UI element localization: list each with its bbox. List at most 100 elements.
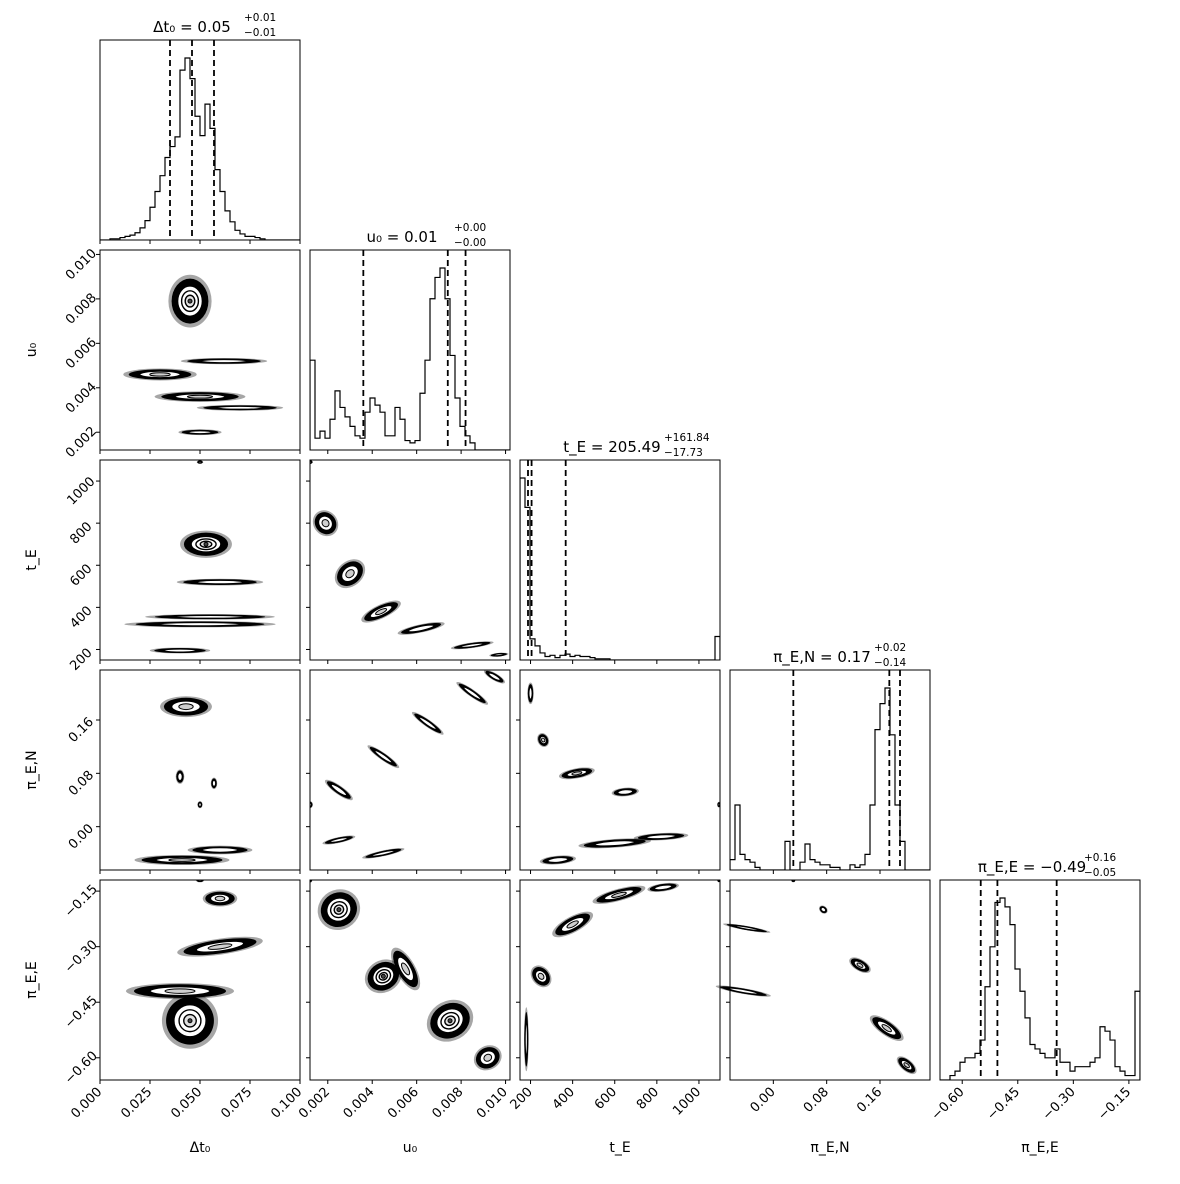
contour-outer	[211, 779, 217, 788]
hist-title-piEE: π_E,E = −0.49	[978, 858, 1086, 877]
contour-inner	[345, 569, 355, 579]
y-tick-label-piEE: −0.60	[62, 1049, 101, 1088]
contour-peak	[187, 298, 193, 304]
contour-outer	[492, 652, 505, 657]
x-tick-label-piEE: −0.15	[1095, 1085, 1134, 1124]
x-tick-label-u0: 0.010	[474, 1085, 511, 1122]
title-lower-dt0: −0.01	[244, 27, 276, 39]
contour-inner	[178, 703, 194, 711]
contour-inner	[214, 895, 226, 902]
x-tick-label-dt0: 0.025	[118, 1085, 155, 1122]
x-tick-label-piEE: −0.60	[929, 1085, 968, 1124]
panel-frame	[309, 879, 511, 1081]
title-upper-u0: +0.00	[454, 222, 486, 234]
contour-outer	[617, 788, 634, 796]
y-axis-label-u0: u₀	[24, 342, 40, 357]
y-tick-label-piEN: 0.08	[66, 768, 97, 799]
hist-panel-piEN: π_E,N = 0.17 +0.02 −0.14	[729, 642, 931, 871]
contour-peak	[203, 541, 209, 547]
x-tick-label-tE: 1000	[670, 1085, 704, 1119]
hist-title-tE: t_E = 205.49	[563, 438, 660, 457]
contour-outer	[157, 621, 243, 627]
contour-outer	[370, 849, 396, 857]
contour-outer	[176, 771, 184, 782]
contour-inner	[375, 608, 388, 616]
panel-frame	[99, 879, 301, 1081]
x-axis-label-piEN: π_E,N	[810, 1140, 849, 1156]
hist-panel-tE: t_E = 205.49 +161.84 −17.73	[519, 432, 721, 661]
contour-outer	[173, 614, 247, 620]
contour-middle	[329, 900, 348, 919]
contour-outer	[524, 1020, 529, 1058]
title-lower-u0: −0.00	[454, 237, 486, 249]
contour-middle	[195, 538, 217, 551]
x-tick-label-u0: 0.008	[429, 1085, 466, 1122]
hist-panel-dt0: Δt₀ = 0.05 +0.01 −0.01	[99, 12, 301, 241]
panel-frame	[309, 459, 511, 661]
title-upper-piEN: +0.02	[874, 642, 906, 654]
y-tick-label-u0: 0.002	[63, 424, 100, 461]
density-panel-piEE-vs-dt0	[99, 879, 301, 1081]
hist-title-u0: u₀ = 0.01	[366, 228, 437, 246]
contour-outer	[195, 579, 245, 585]
contour-middle	[375, 969, 392, 984]
title-lower-tE: −17.73	[664, 447, 703, 459]
y-tick-label-piEE: −0.15	[62, 882, 101, 921]
x-tick-label-dt0: 0.100	[268, 1085, 305, 1122]
hist-title-piEN: π_E,N = 0.17	[773, 648, 871, 667]
contour-inner	[566, 920, 579, 929]
y-tick-label-piEN: 0.00	[66, 821, 97, 852]
y-tick-label-piEE: −0.45	[62, 993, 101, 1032]
contour-outer	[462, 686, 482, 701]
contour-outer	[197, 801, 203, 808]
y-tick-label-tE: 1000	[64, 474, 98, 508]
y-tick-label-tE: 800	[67, 519, 95, 547]
x-tick-label-dt0: 0.000	[68, 1085, 105, 1122]
density-panel-piEE-vs-u0	[309, 879, 511, 1081]
contour-outer	[593, 839, 636, 847]
y-axis-label-tE: t_E	[24, 549, 40, 570]
y-tick-label-piEE: −0.30	[62, 938, 101, 977]
y-tick-label-piEN: 0.16	[66, 715, 97, 746]
y-tick-label-u0: 0.010	[63, 246, 100, 283]
contour-inner	[856, 962, 864, 968]
contour-inner	[186, 394, 214, 399]
contour-middle	[180, 290, 200, 313]
x-tick-label-piEE: −0.45	[984, 1085, 1023, 1124]
contour-inner	[401, 962, 411, 976]
density-panel-tE-vs-dt0	[99, 459, 301, 661]
title-upper-tE: +161.84	[664, 432, 710, 444]
x-tick-label-u0: 0.004	[341, 1085, 378, 1122]
y-tick-label-tE: 600	[67, 561, 95, 589]
x-tick-label-u0: 0.006	[385, 1085, 422, 1122]
contour-outer	[197, 460, 203, 464]
panel-frame	[99, 459, 301, 661]
x-tick-label-dt0: 0.050	[168, 1085, 205, 1122]
panel-frame	[519, 879, 721, 1081]
x-tick-label-piEN: 0.16	[854, 1085, 885, 1116]
contour-outer	[459, 642, 485, 649]
contour-inner	[611, 891, 627, 898]
panel-frame	[729, 879, 931, 1081]
x-tick-label-piEN: 0.08	[801, 1085, 832, 1116]
contour-inner	[571, 771, 583, 776]
contour-inner	[537, 972, 545, 980]
hist-frame-tE	[519, 459, 721, 661]
contour-outer	[201, 846, 239, 854]
density-panel-tE-vs-u0	[309, 459, 511, 661]
contour-outer	[215, 405, 265, 411]
density-panel-piEN-vs-dt0	[99, 669, 301, 871]
contour-outer	[732, 924, 761, 932]
contour-outer	[407, 624, 435, 633]
x-tick-label-tE: 800	[634, 1085, 662, 1113]
x-tick-label-tE: 200	[508, 1085, 536, 1113]
contour-outer	[487, 672, 502, 682]
contour-outer	[820, 906, 827, 913]
panel-frame	[309, 669, 511, 871]
hist-frame-u0	[309, 249, 511, 451]
density-panel-piEN-vs-u0	[309, 669, 511, 871]
contour-inner	[540, 737, 546, 743]
contour-middle	[440, 1011, 460, 1030]
y-axis-label-piEE: π_E,E	[24, 961, 40, 999]
